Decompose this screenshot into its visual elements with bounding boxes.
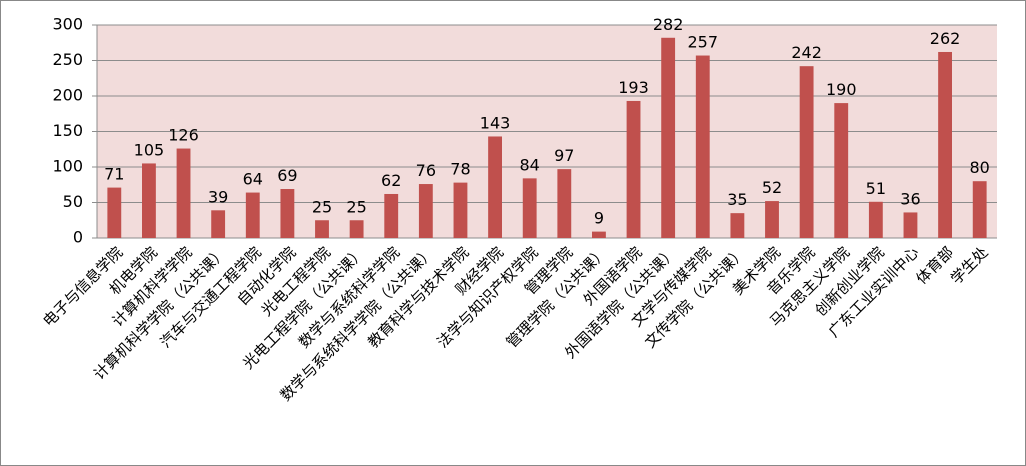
data-label: 80 (970, 158, 990, 177)
data-label: 51 (866, 179, 886, 198)
y-tick-label: 50 (63, 192, 83, 211)
bar (868, 201, 883, 238)
data-label: 126 (168, 126, 199, 145)
data-label: 71 (104, 165, 124, 184)
data-label: 25 (312, 197, 332, 216)
y-tick-label: 0 (73, 228, 83, 247)
y-tick-label: 100 (52, 157, 83, 176)
bar (765, 201, 779, 238)
data-label: 257 (687, 33, 718, 52)
data-label: 242 (791, 43, 822, 62)
data-label: 52 (762, 178, 782, 197)
bar (626, 100, 641, 238)
bar (315, 220, 329, 238)
bar (211, 210, 226, 238)
data-label: 97 (554, 146, 574, 165)
y-tick-label: 250 (52, 50, 83, 69)
bar (107, 187, 122, 238)
data-label: 78 (450, 160, 470, 179)
data-label: 39 (208, 187, 228, 206)
data-label: 76 (416, 161, 436, 180)
bar (938, 51, 952, 239)
data-label: 193 (618, 78, 649, 97)
data-label: 282 (653, 15, 684, 34)
bar (661, 37, 676, 238)
bar (799, 66, 814, 239)
bar (245, 192, 260, 238)
bar (834, 103, 849, 238)
data-label: 143 (480, 113, 511, 132)
bar (972, 181, 987, 238)
bar (488, 136, 502, 238)
y-tick-label: 200 (52, 86, 83, 105)
data-label: 105 (134, 140, 165, 159)
bar (903, 212, 918, 238)
data-label: 9 (594, 209, 604, 228)
bar (384, 193, 399, 238)
data-label: 35 (727, 190, 747, 209)
bar (142, 163, 156, 238)
bar (592, 231, 606, 238)
data-label: 64 (243, 170, 263, 189)
bar (453, 182, 468, 238)
data-label: 84 (520, 155, 540, 174)
data-label: 25 (346, 197, 366, 216)
data-label: 62 (381, 171, 401, 190)
data-label: 262 (930, 29, 961, 48)
bar (176, 148, 191, 238)
y-tick-label: 150 (52, 121, 83, 140)
bar (418, 184, 433, 238)
bar (557, 169, 572, 238)
data-label: 190 (826, 80, 857, 99)
bar (522, 178, 537, 238)
bar (280, 189, 295, 238)
y-tick-label: 300 (52, 15, 83, 34)
bar (695, 55, 710, 238)
data-label: 36 (900, 189, 920, 208)
bar (349, 220, 364, 238)
bar (730, 213, 745, 238)
data-label: 69 (277, 166, 297, 185)
